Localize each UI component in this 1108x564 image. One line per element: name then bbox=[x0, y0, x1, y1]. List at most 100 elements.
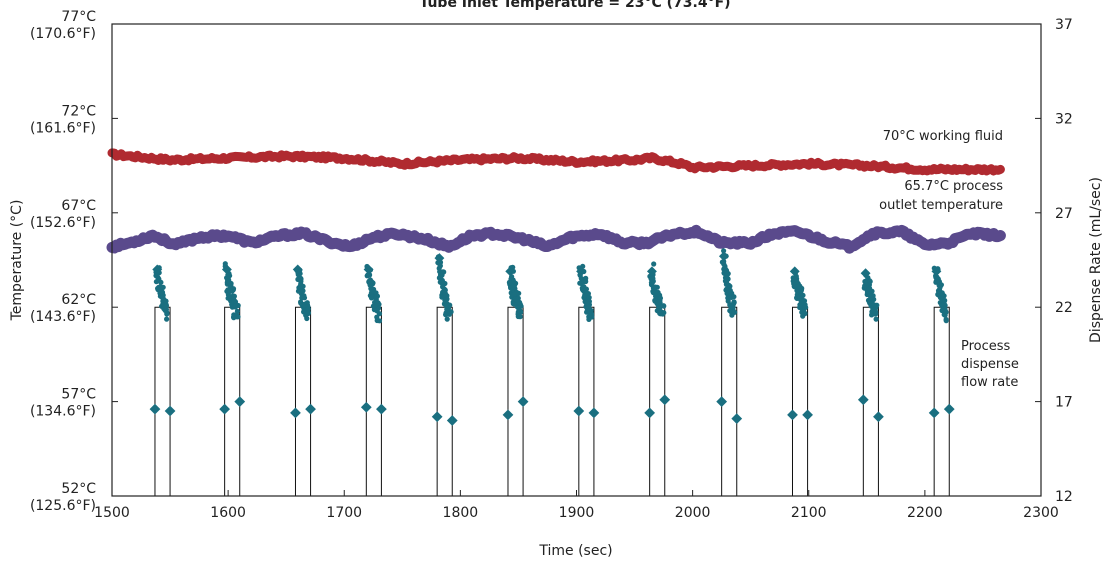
dispense-peak-marker bbox=[292, 264, 303, 275]
dispense-point bbox=[441, 288, 448, 294]
dispense-point bbox=[585, 291, 592, 297]
dispense-point bbox=[721, 248, 727, 254]
x-tick-label: 1500 bbox=[94, 505, 130, 521]
dispense-peak-marker bbox=[646, 266, 657, 277]
dispense-point bbox=[298, 281, 304, 287]
x-tick-label: 1700 bbox=[326, 505, 362, 521]
outlet-temperature-line bbox=[106, 224, 1006, 254]
dispense-point bbox=[373, 295, 379, 301]
series-layer bbox=[106, 148, 1006, 496]
left-tick-label-f: (161.6°F) bbox=[30, 120, 96, 136]
dispense-marker bbox=[164, 405, 176, 417]
dispense-point bbox=[867, 278, 873, 285]
dispense-marker bbox=[305, 403, 316, 415]
dispense-point bbox=[228, 288, 234, 294]
dispense-point bbox=[934, 274, 940, 280]
dispense-point bbox=[517, 314, 523, 320]
dispense-point bbox=[729, 304, 736, 310]
dispense-marker bbox=[588, 407, 600, 419]
dispense-marker bbox=[716, 396, 728, 407]
dispense-point bbox=[231, 297, 237, 304]
dispense-point bbox=[299, 295, 305, 301]
dispense-point bbox=[869, 288, 875, 294]
dispense-point bbox=[586, 294, 592, 301]
dispense-marker bbox=[517, 396, 529, 407]
dispense-point bbox=[509, 284, 516, 290]
dispense-peak-marker bbox=[860, 268, 871, 279]
dispense-point bbox=[374, 308, 380, 314]
dispense-point bbox=[584, 300, 590, 306]
dispense-pulse bbox=[791, 306, 809, 496]
dispense-marker bbox=[290, 407, 301, 419]
dispense-marker bbox=[376, 403, 387, 415]
dispense-annotation-line3: flow rate bbox=[961, 375, 1018, 390]
dispense-point bbox=[800, 313, 806, 319]
right-tick-label: 12 bbox=[1055, 489, 1073, 505]
left-tick-label-f: (125.6°F) bbox=[30, 498, 96, 514]
dispense-point bbox=[511, 291, 518, 297]
dispense-peak-marker bbox=[505, 266, 516, 277]
dispense-marker bbox=[857, 394, 869, 406]
dispense-point bbox=[937, 284, 943, 290]
dispense-point bbox=[586, 316, 592, 322]
dispense-point bbox=[448, 309, 454, 315]
dispense-point bbox=[375, 300, 381, 306]
plot-frame bbox=[111, 23, 1042, 497]
outlet-annotation-line1: 65.7°C process bbox=[904, 179, 1003, 194]
x-tick-label: 1600 bbox=[210, 505, 246, 521]
dispense-point bbox=[157, 285, 163, 291]
dispense-marker bbox=[659, 394, 671, 406]
dispense-point bbox=[794, 279, 800, 285]
right-tick-label: 22 bbox=[1055, 300, 1073, 316]
dispense-pulse bbox=[933, 306, 950, 496]
x-tick-label: 2200 bbox=[907, 505, 943, 521]
dispense-point bbox=[369, 289, 375, 295]
dispense-point bbox=[159, 294, 165, 300]
right-tick-label: 37 bbox=[1055, 17, 1073, 33]
dispense-pulse bbox=[154, 306, 171, 496]
dispense-marker bbox=[943, 403, 955, 415]
right-axis-label: Dispense Rate (mL/sec) bbox=[1088, 177, 1104, 343]
dispense-point bbox=[158, 289, 164, 295]
dispense-point bbox=[513, 280, 519, 286]
dispense-marker bbox=[360, 401, 372, 413]
dispense-point bbox=[232, 304, 238, 310]
left-tick-label-c: 77°C bbox=[61, 9, 96, 25]
dispense-point bbox=[588, 312, 595, 318]
dispense-point bbox=[586, 304, 592, 310]
dispense-point bbox=[874, 302, 880, 308]
left-tick-label-c: 72°C bbox=[61, 103, 96, 119]
dispense-marker bbox=[731, 413, 743, 424]
dispense-point bbox=[651, 284, 657, 290]
dispense-marker bbox=[644, 407, 656, 419]
dispense-peak-marker bbox=[221, 264, 232, 275]
working-fluid-line bbox=[107, 148, 1005, 176]
dispense-point bbox=[225, 278, 231, 284]
dispense-point bbox=[873, 316, 879, 322]
dispense-point bbox=[162, 303, 168, 309]
dispense-point bbox=[305, 310, 311, 316]
right-tick-label: 27 bbox=[1055, 206, 1073, 222]
chart-title: Tube Inlet Temperature = 23°C (73.4°F) bbox=[419, 0, 730, 11]
dispense-peak-marker bbox=[718, 251, 729, 262]
dispense-point bbox=[583, 278, 589, 285]
dispense-peak-marker bbox=[931, 266, 942, 277]
left-axis-label: Temperature (°C) bbox=[9, 200, 25, 322]
dispense-point bbox=[731, 309, 737, 315]
dispense-point bbox=[661, 303, 667, 309]
dispense-point bbox=[231, 293, 237, 299]
dispense-point bbox=[369, 279, 375, 285]
left-tick-label-f: (170.6°F) bbox=[30, 26, 96, 42]
x-axis: 1500 1600 1700 1800 1900 2000 2100 2200 2300 bbox=[94, 490, 1059, 521]
dispense-point bbox=[721, 261, 727, 267]
dispense-point bbox=[516, 307, 522, 313]
dispense-point bbox=[942, 312, 948, 318]
dispense-point bbox=[437, 263, 443, 269]
x-tick-label: 1900 bbox=[559, 505, 595, 521]
dispense-peak-marker bbox=[789, 266, 800, 277]
dispense-point bbox=[723, 278, 730, 284]
dispense-point bbox=[868, 294, 874, 301]
dispense-marker bbox=[573, 405, 585, 417]
dispense-pulse bbox=[365, 306, 382, 496]
